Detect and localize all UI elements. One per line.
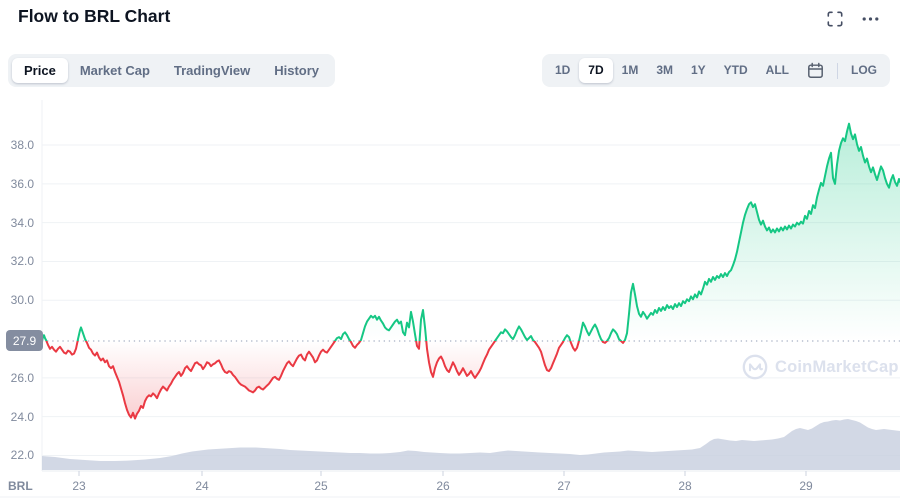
- x-axis-label: 25: [314, 479, 328, 493]
- y-axis-label: 24.0: [10, 409, 34, 424]
- more-options-button[interactable]: [861, 10, 879, 28]
- x-axis: [0, 470, 900, 498]
- volume-area: [42, 419, 900, 470]
- price-chart[interactable]: [0, 100, 900, 500]
- x-axis-label: 23: [72, 479, 86, 493]
- calendar-button[interactable]: [798, 57, 833, 84]
- tab-all[interactable]: ALL: [757, 58, 798, 83]
- tab-price[interactable]: Price: [12, 58, 68, 83]
- x-axis-label: 26: [436, 479, 450, 493]
- tab-1m[interactable]: 1M: [613, 58, 648, 83]
- tab-tradingview[interactable]: TradingView: [162, 58, 262, 83]
- more-options-icon: [862, 17, 878, 21]
- x-axis-label: 27: [557, 479, 571, 493]
- currency-label: BRL: [8, 479, 33, 493]
- y-axis-label: 34.0: [10, 215, 34, 230]
- tab-7d[interactable]: 7D: [579, 58, 613, 83]
- header-actions: [826, 10, 879, 28]
- tab-1y[interactable]: 1Y: [682, 58, 715, 83]
- y-axis-label: 36.0: [10, 176, 34, 191]
- x-axis-label: 28: [678, 479, 692, 493]
- price-line: [42, 122, 900, 420]
- fullscreen-icon: [827, 11, 843, 27]
- y-axis-label: 26.0: [10, 370, 34, 385]
- current-price-badge: 27.9: [6, 330, 43, 351]
- tab-1d[interactable]: 1D: [546, 58, 579, 83]
- tab-history[interactable]: History: [262, 58, 331, 83]
- price-area-fills: [42, 123, 900, 419]
- range-selector: 1D 7D 1M 3M 1Y YTD ALL LOG: [541, 54, 890, 87]
- calendar-icon: [808, 62, 823, 78]
- tab-3m[interactable]: 3M: [647, 58, 682, 83]
- x-axis-label: 29: [799, 479, 813, 493]
- y-axis-label: 38.0: [10, 138, 34, 153]
- tab-ytd[interactable]: YTD: [715, 58, 757, 83]
- y-axis-label: 32.0: [10, 254, 34, 269]
- log-scale-toggle[interactable]: LOG: [842, 58, 886, 83]
- y-axis-label: 30.0: [10, 293, 34, 308]
- page-title: Flow to BRL Chart: [18, 6, 171, 26]
- chart-type-tabs: Price Market Cap TradingView History: [8, 54, 336, 87]
- toolbar-divider: [837, 62, 838, 79]
- x-axis-label: 24: [195, 479, 209, 493]
- tab-market-cap[interactable]: Market Cap: [68, 58, 162, 83]
- fullscreen-button[interactable]: [826, 10, 844, 28]
- y-axis-label: 22.0: [10, 448, 34, 463]
